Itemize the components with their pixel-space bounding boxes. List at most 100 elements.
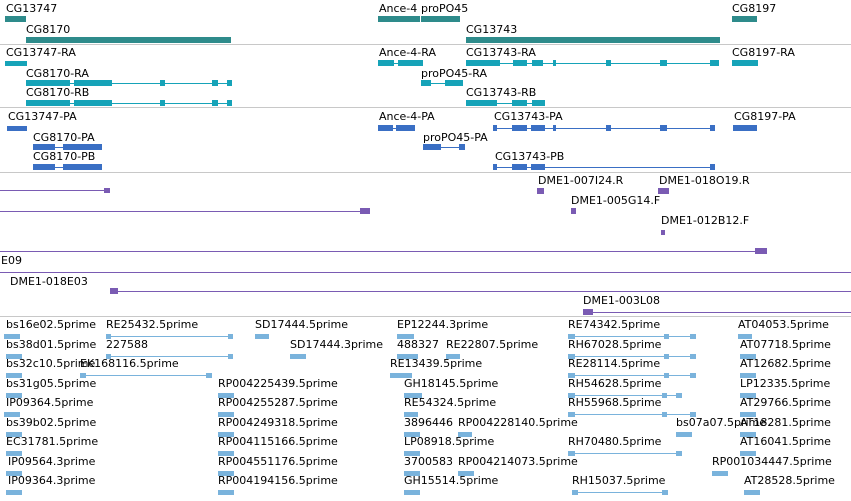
protein-cg8170-pa-exon[interactable] (63, 144, 102, 150)
est-feature-exon[interactable] (218, 450, 234, 456)
est-label[interactable]: AT16041.5prime (740, 435, 831, 448)
est-label[interactable]: bs38d01.5prime (6, 337, 97, 351)
gene-cg13747[interactable] (5, 16, 26, 22)
transcript-ance4-ra-exon[interactable] (378, 60, 394, 66)
est-feature-exon[interactable] (690, 372, 696, 378)
transcript-cg13743-ra-exon[interactable] (466, 60, 500, 66)
est-label[interactable]: RH67028.5prime (568, 337, 662, 351)
transcript-cg13743-ra-exon[interactable] (710, 60, 719, 66)
est-feature-exon[interactable] (218, 470, 234, 476)
est-label[interactable]: RP004214073.5prime (458, 454, 578, 468)
clone-label-dme1-012b12[interactable]: DME1-012B12.F (661, 214, 750, 227)
transcript-label-cg8170-ra[interactable]: CG8170-RA (26, 67, 89, 80)
protein-cg8170-pb-exon[interactable] (33, 164, 55, 170)
est-feature-exon[interactable] (744, 489, 760, 495)
est-feature-exon[interactable] (662, 489, 668, 495)
est-feature-exon[interactable] (6, 489, 22, 495)
protein-cg13743-pa-exon[interactable] (512, 125, 527, 131)
est-feature-exon[interactable] (80, 372, 86, 378)
est-label[interactable]: 3896446 (404, 415, 453, 429)
protein-cg13743-pb-exon[interactable] (493, 164, 497, 170)
est-label[interactable]: 227588 (106, 337, 148, 351)
protein-cg13743-pa-exon[interactable] (553, 125, 556, 131)
transcript-cg13747-ra-exon[interactable] (5, 60, 27, 66)
est-label[interactable]: RP004194156.5prime (218, 474, 338, 487)
protein-cg13743-pa-exon[interactable] (493, 125, 497, 131)
transcript-cg8170-rb-exon[interactable] (160, 100, 165, 106)
clone-dme1-003l08[interactable] (583, 309, 593, 315)
est-feature-exon[interactable] (572, 489, 578, 495)
est-feature-exon[interactable] (458, 431, 472, 437)
clone-label-dme1-003l08[interactable]: DME1-003L08 (583, 294, 660, 307)
est-feature-exon[interactable] (397, 353, 418, 359)
est-label[interactable]: RH54628.5prime (568, 376, 662, 390)
est-label[interactable]: EP12244.3prime (397, 318, 489, 331)
est-feature-exon[interactable] (664, 372, 669, 378)
est-feature-exon[interactable] (4, 411, 20, 417)
est-feature-exon[interactable] (738, 333, 752, 339)
protein-propo45-pa-exon[interactable] (459, 144, 465, 150)
clone-label-dme1-007i24[interactable]: DME1-007I24.R (538, 174, 624, 187)
transcript-label-cg13743-rb[interactable]: CG13743-RB (466, 86, 537, 99)
gene-propo45[interactable] (421, 16, 460, 22)
est-feature-exon[interactable] (458, 470, 474, 476)
transcript-ance4-ra-exon[interactable] (398, 60, 423, 66)
clone-e09[interactable] (755, 248, 767, 254)
est-label[interactable]: RP004115166.5prime (218, 435, 338, 448)
est-label[interactable]: EK168116.5prime (80, 357, 179, 370)
est-label[interactable]: RP004255287.5prime (218, 396, 338, 409)
protein-label-propo45-pa[interactable]: proPO45-PA (423, 131, 488, 144)
protein-cg13743-pb-exon[interactable] (710, 164, 715, 170)
est-feature-exon[interactable] (6, 353, 22, 359)
est-feature-exon[interactable] (676, 392, 682, 398)
est-label[interactable]: LP12335.5prime (740, 376, 831, 390)
gene-label-cg8197[interactable]: CG8197 (732, 2, 777, 15)
est-feature-exon[interactable] (6, 392, 22, 398)
clone-dme1-005g14[interactable] (571, 208, 576, 214)
transcript-cg8170-ra-exon[interactable] (26, 80, 70, 86)
protein-cg13743-pa-exon[interactable] (531, 125, 545, 131)
transcript-cg8170-ra-exon[interactable] (74, 80, 112, 86)
est-feature-exon[interactable] (6, 372, 22, 378)
est-feature-exon[interactable] (676, 431, 692, 437)
protein-cg8170-pb-exon[interactable] (63, 164, 102, 170)
est-feature-exon[interactable] (6, 431, 22, 437)
est-feature-exon[interactable] (404, 392, 422, 398)
est-feature-exon[interactable] (676, 450, 682, 456)
transcript-label-cg8170-rb[interactable]: CG8170-RB (26, 86, 90, 99)
clone-label-dme1-018e03[interactable]: DME1-018E03 (10, 275, 88, 288)
gene-label-cg13743[interactable]: CG13743 (466, 23, 518, 36)
est-label[interactable]: RE28114.5prime (568, 357, 661, 370)
transcript-cg8170-rb-exon[interactable] (74, 100, 112, 106)
est-label[interactable]: AT12682.5prime (740, 357, 831, 370)
transcript-cg13743-ra-exon[interactable] (606, 60, 611, 66)
est-label[interactable]: AT07718.5prime (740, 337, 831, 351)
est-label[interactable]: 488327 (397, 337, 439, 351)
est-label[interactable]: EC31781.5prime (6, 435, 99, 448)
est-feature-exon[interactable] (255, 333, 269, 339)
transcript-label-ance4-ra[interactable]: Ance-4-RA (379, 46, 436, 59)
protein-label-cg8197-pa[interactable]: CG8197-PA (734, 110, 796, 123)
est-feature-exon[interactable] (228, 353, 233, 359)
est-feature-exon[interactable] (690, 333, 696, 339)
est-feature-exon[interactable] (290, 353, 306, 359)
est-label[interactable]: LP08918.5prime (404, 435, 495, 448)
protein-label-cg8170-pb[interactable]: CG8170-PB (33, 150, 96, 163)
gene-cg8170[interactable] (26, 37, 231, 43)
est-feature-exon[interactable] (662, 392, 667, 398)
est-label[interactable]: RP004225439.5prime (218, 376, 338, 390)
est-label[interactable]: RP004551176.5prime (218, 454, 338, 468)
est-label[interactable]: bs16e02.5prime (6, 318, 97, 331)
protein-cg13747-pa-exon[interactable] (7, 125, 27, 131)
clone-dme1-012b12[interactable] (661, 229, 665, 235)
protein-label-cg13743-pb[interactable]: CG13743-PB (495, 150, 565, 163)
est-feature-exon[interactable] (6, 450, 22, 456)
est-feature-exon[interactable] (404, 470, 420, 476)
est-feature-exon[interactable] (568, 392, 575, 398)
est-label[interactable]: RH70480.5prime (568, 435, 662, 448)
est-feature-exon[interactable] (390, 372, 412, 378)
est-feature-exon[interactable] (568, 353, 575, 359)
est-feature-exon[interactable] (740, 392, 756, 398)
est-feature-exon[interactable] (228, 333, 233, 339)
protein-cg13743-pa-exon[interactable] (606, 125, 611, 131)
